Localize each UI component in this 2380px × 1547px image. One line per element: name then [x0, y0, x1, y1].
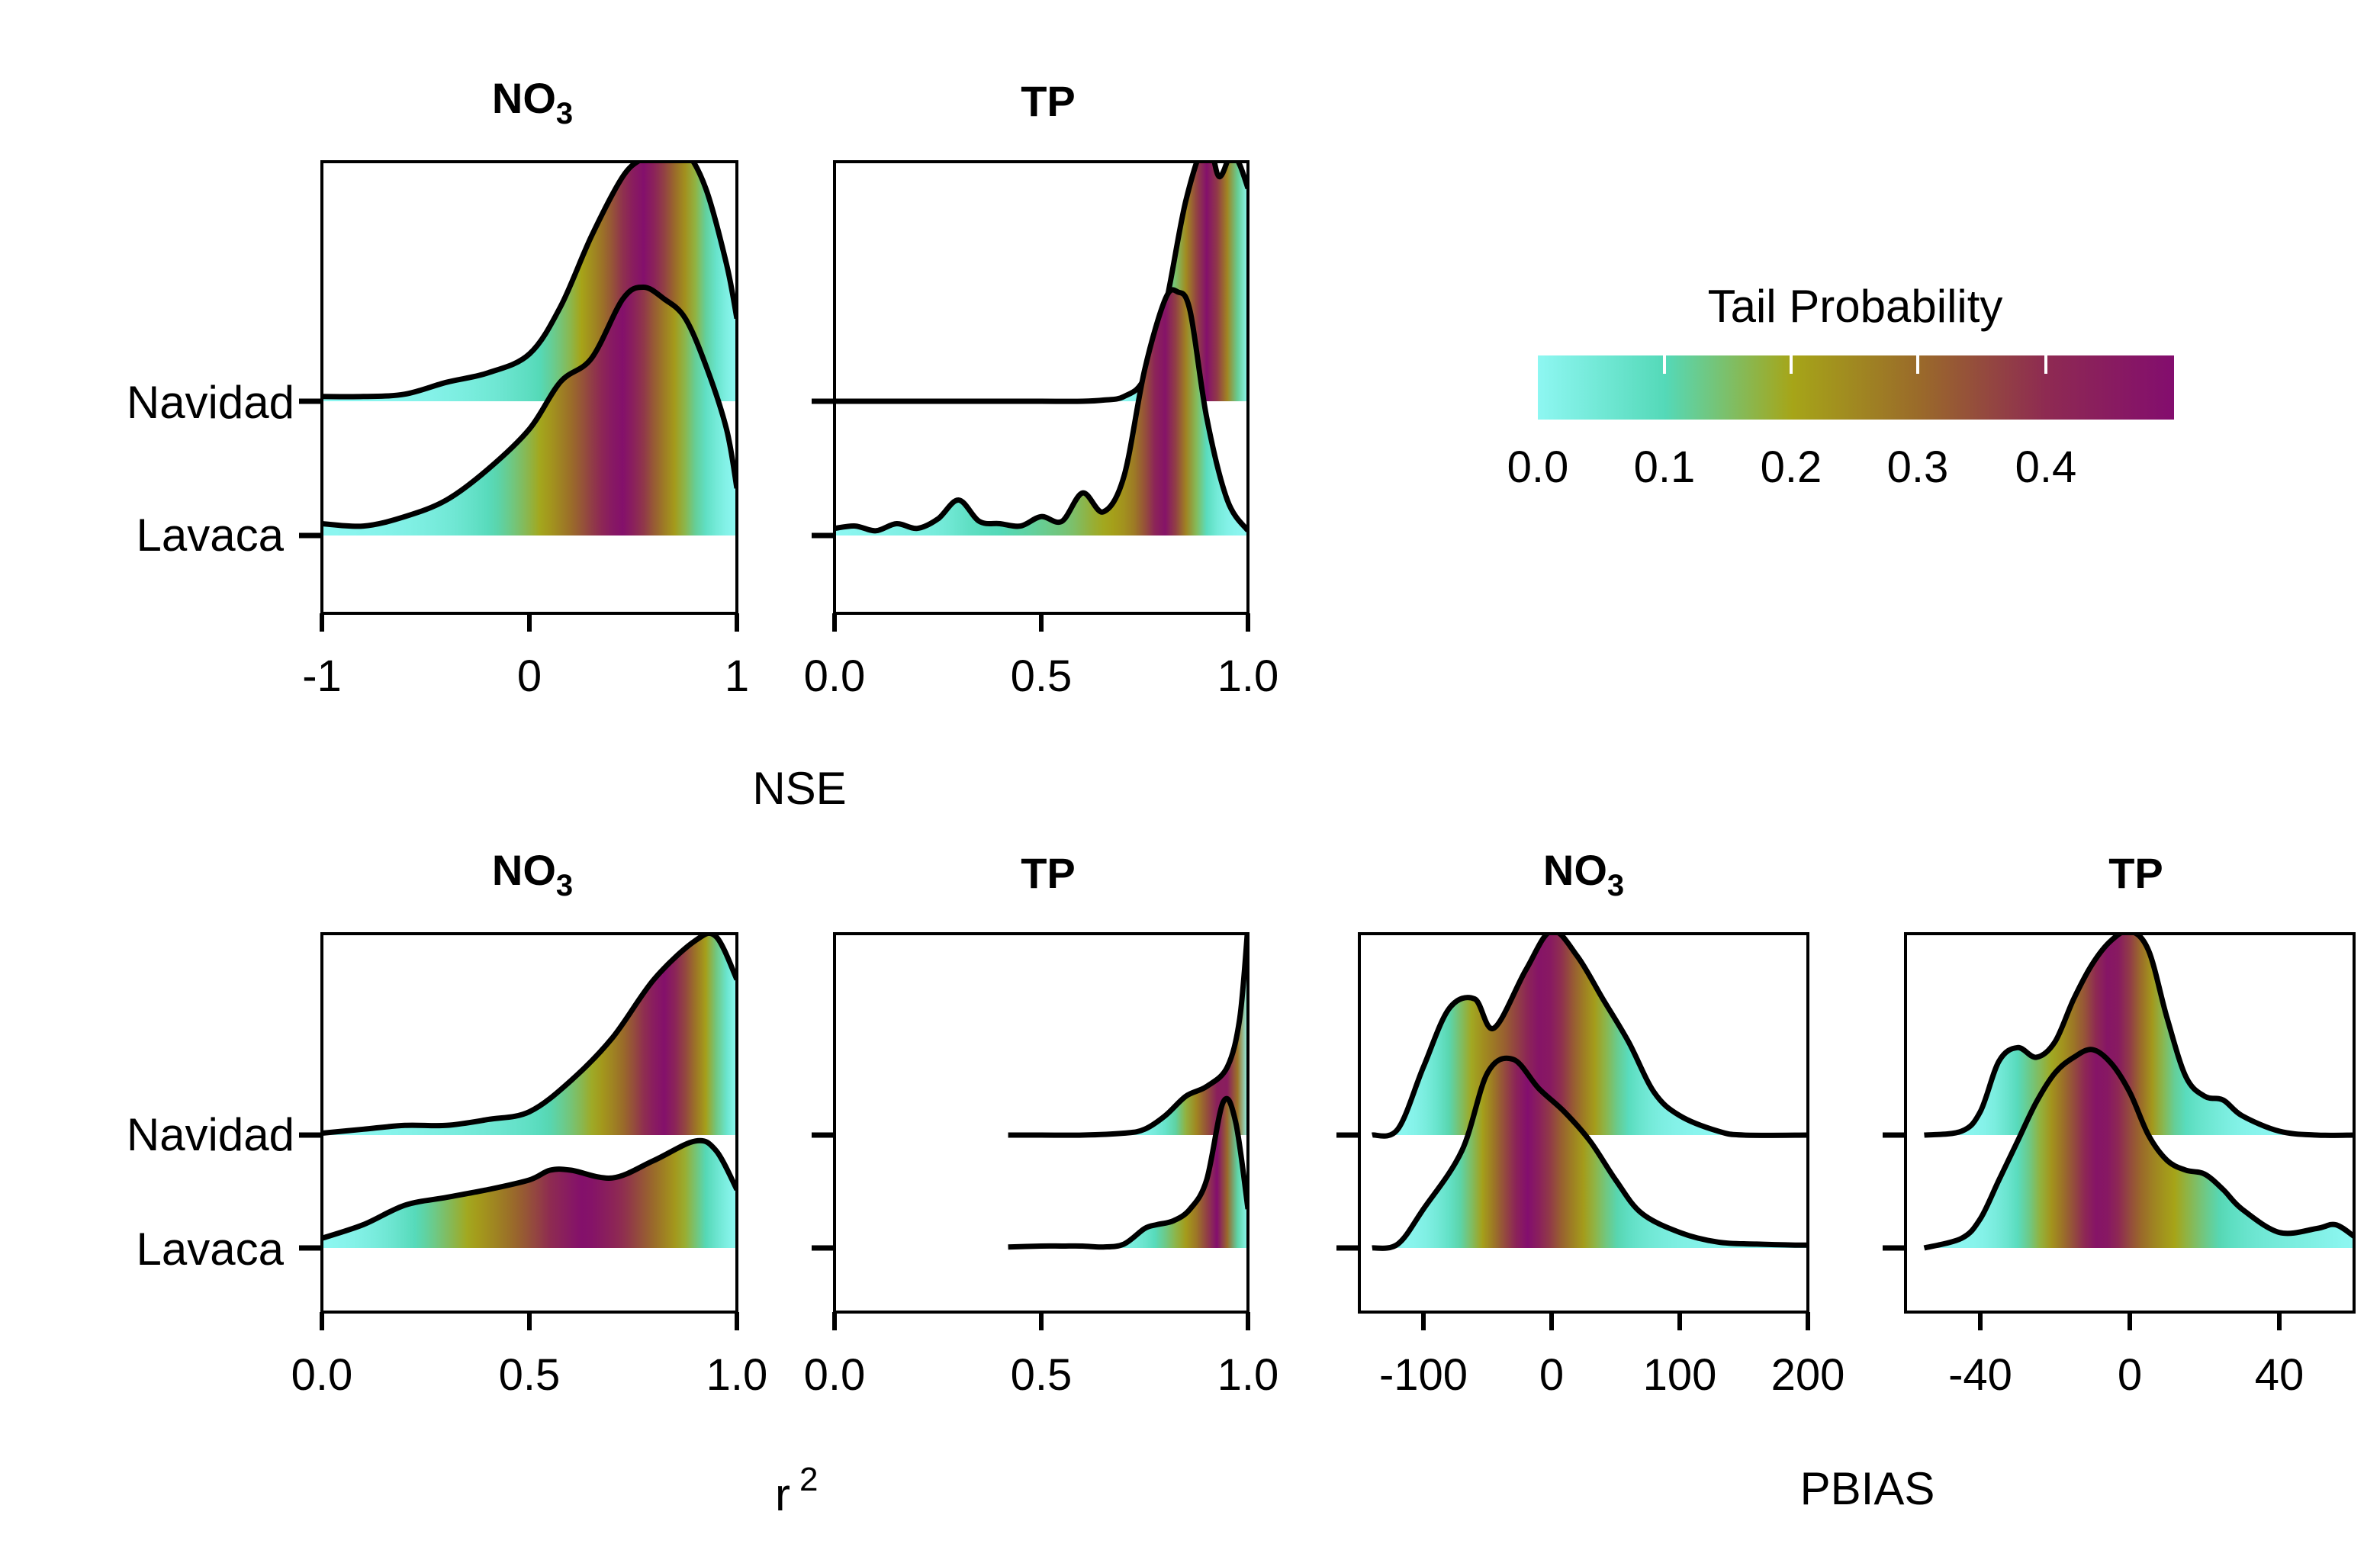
x-tick-label: 0.5 — [1011, 1350, 1073, 1400]
density-area-navidad — [835, 162, 1248, 402]
density-line-navidad — [322, 162, 737, 400]
x-tick-label: 0 — [1539, 1350, 1564, 1400]
x-tick-label: 0.0 — [804, 1350, 866, 1400]
x-axis: -40 0 40 — [1948, 1312, 2304, 1400]
density-line-lavaca — [835, 287, 1248, 534]
x-tick-label: 200 — [1771, 1350, 1845, 1400]
density-area-lavaca — [322, 1140, 737, 1248]
x-axis: -100 0 100 200 — [1379, 1312, 1844, 1400]
x-tick-label: -1 — [302, 651, 342, 701]
legend-tick-label: 0.3 — [1887, 442, 1949, 492]
category-label-navidad-nse: Navidad — [127, 377, 294, 428]
panel-frame — [1358, 932, 1809, 1314]
x-tick-label: 100 — [1643, 1350, 1717, 1400]
x-tick-label: 1.0 — [1217, 651, 1279, 701]
category-label-lavaca-r2: Lavaca — [137, 1224, 285, 1275]
x-tick-label: 0.5 — [1011, 651, 1073, 701]
density-area-lavaca — [835, 289, 1248, 536]
density-line-navidad — [835, 162, 1248, 404]
density-area-navidad — [1924, 934, 2354, 1136]
x-tick-label: 0.5 — [499, 1350, 561, 1400]
x-tick-label: -40 — [1948, 1350, 2012, 1400]
x-tick-label: 0.0 — [804, 651, 866, 701]
density-line-lavaca — [1923, 1047, 2354, 1251]
legend: Tail Probability 0.0 0.1 0.2 0.3 0.4 — [1507, 281, 2174, 492]
x-tick-label: 40 — [2255, 1350, 2304, 1400]
x-axis: -1 0 1 — [302, 613, 749, 701]
x-axis: 0.0 0.5 1.0 — [804, 1312, 1279, 1400]
x-tick-label: 1.0 — [1217, 1350, 1279, 1400]
panels: -1 0 1 0.0 0.5 1.0 0.0 0.5 1.0 0.0 0.5 1.0 -100 0 100 2… — [291, 160, 2356, 1400]
axis-title-pbias: PBIAS — [1800, 1463, 1935, 1514]
legend-tick-label: 0.1 — [1634, 442, 1696, 492]
panel-nse-tp: 0.0 0.5 1.0 — [804, 160, 1279, 701]
density-area-navidad — [1008, 934, 1248, 1136]
legend-title: Tail Probability — [1708, 281, 2003, 332]
density-line-navidad — [1924, 934, 2354, 1138]
density-line-navidad — [1008, 934, 1248, 1138]
density-area-lavaca — [1008, 1098, 1248, 1248]
density-line-lavaca — [1372, 1055, 1808, 1251]
panel-pbias-tp: -40 0 40 — [1883, 932, 2356, 1400]
x-tick-label: 0 — [2118, 1350, 2142, 1400]
legend-colorbar — [1538, 355, 2174, 420]
density-area-lavaca — [1924, 1049, 2354, 1248]
panel-title-nse-no3: NO3 — [492, 74, 573, 130]
panel-nse-no3: -1 0 1 — [299, 160, 749, 701]
panel-title-r2-tp: TP — [1021, 849, 1076, 897]
panel-title-nse-tp: TP — [1021, 77, 1076, 125]
x-axis: 0.0 0.5 1.0 — [291, 1312, 768, 1400]
panel-pbias-no3: -100 0 100 200 — [1336, 932, 1844, 1400]
density-area-lavaca — [322, 287, 737, 536]
x-tick-label: 1.0 — [706, 1350, 768, 1400]
legend-ticks: 0.0 0.1 0.2 0.3 0.4 — [1507, 355, 2077, 492]
x-tick-label: 1 — [725, 651, 749, 701]
category-label-lavaca-nse: Lavaca — [137, 510, 285, 561]
density-line-navidad — [322, 934, 737, 1136]
density-area-navidad — [322, 934, 737, 1135]
density-line-lavaca — [322, 285, 737, 529]
density-line-lavaca — [1008, 1095, 1248, 1250]
density-line-lavaca — [322, 1137, 737, 1241]
x-tick-label: -100 — [1379, 1350, 1468, 1400]
axis-title-nse: NSE — [752, 763, 846, 814]
x-tick-label: 0 — [517, 651, 542, 701]
x-tick-label: 0.0 — [291, 1350, 353, 1400]
legend-tick-label: 0.0 — [1507, 442, 1569, 492]
panel-title-pbias-no3: NO3 — [1543, 846, 1624, 902]
legend-tick-label: 0.4 — [2015, 442, 2077, 492]
panel-r2-tp: 0.0 0.5 1.0 — [804, 932, 1279, 1400]
legend-tick-label: 0.2 — [1761, 442, 1822, 492]
category-label-navidad-r2: Navidad — [127, 1109, 294, 1160]
panel-r2-no3: 0.0 0.5 1.0 — [291, 932, 768, 1400]
density-area-lavaca — [1372, 1058, 1808, 1249]
panel-title-r2-no3: NO3 — [492, 846, 573, 902]
density-line-navidad — [1372, 934, 1808, 1139]
x-axis: 0.0 0.5 1.0 — [804, 613, 1279, 701]
panel-title-pbias-tp: TP — [2108, 849, 2163, 897]
